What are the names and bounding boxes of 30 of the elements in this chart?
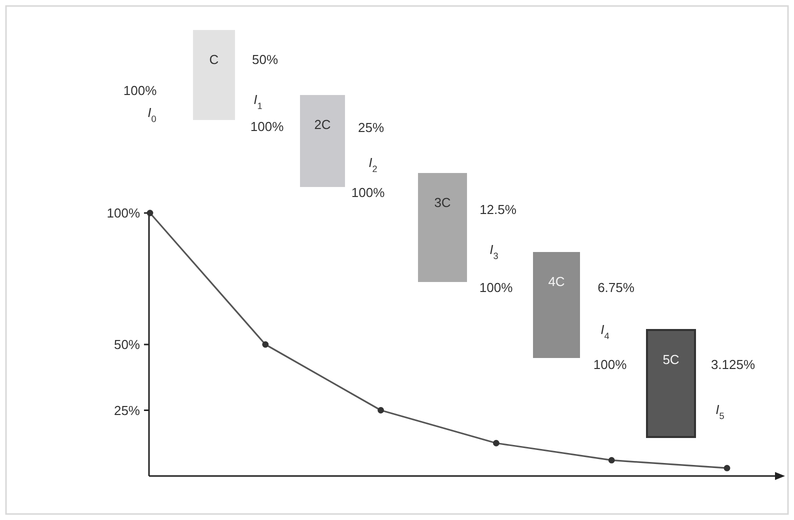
text: I$_{1}$ [254, 92, 262, 111]
point [608, 457, 615, 464]
y-tick-label: 100% [106, 206, 140, 220]
annotation: I$_{5}$ [716, 402, 724, 421]
text: 25% [358, 120, 384, 135]
text: I$_{2}$ [368, 155, 378, 174]
annotation: 4C [548, 274, 565, 289]
annotation: 5C [662, 352, 680, 367]
annotation: I$_{3}$ [490, 242, 498, 261]
point [724, 464, 730, 472]
annotation: 100% [479, 280, 514, 295]
text: 50% [252, 52, 278, 67]
annotation: 3.125% [710, 357, 756, 372]
point [493, 440, 500, 446]
text: 100% [123, 83, 158, 98]
y-tick-label: 25% [114, 402, 140, 418]
annotation: 6.75% [598, 280, 635, 295]
text: 100% [351, 185, 386, 200]
annotation: I$_{4}$ [600, 322, 610, 341]
point [262, 341, 269, 348]
text: C [209, 52, 219, 67]
text: 3C [434, 195, 451, 210]
point [146, 210, 154, 216]
y-tick-label: 50% [114, 337, 140, 352]
text: I$_{0}$ [148, 105, 156, 124]
point [378, 407, 384, 414]
annotation: 12.5% [480, 202, 517, 217]
text: 2C [314, 117, 331, 132]
text: 100% [250, 119, 284, 134]
annotation: 100% [593, 357, 628, 372]
